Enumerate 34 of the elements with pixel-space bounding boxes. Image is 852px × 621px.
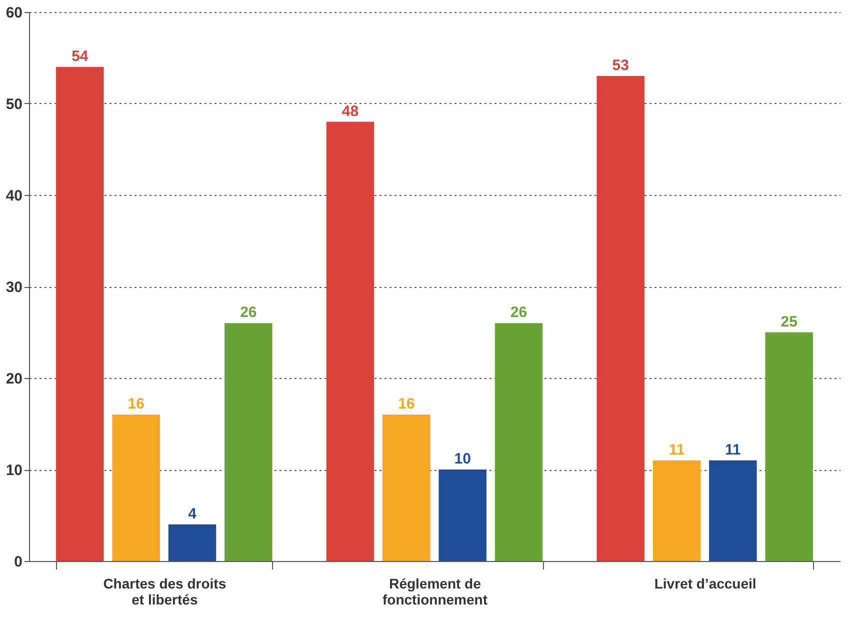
bar: [765, 332, 813, 561]
y-tick-label: 60: [6, 4, 22, 22]
data-label: 11: [724, 441, 741, 458]
x-tick-label: Réglement de fonctionnement: [382, 576, 488, 608]
y-tick-label: 10: [6, 462, 22, 479]
y-tick-label: 30: [6, 279, 22, 296]
data-label: 4: [188, 505, 198, 522]
y-tick-label: 20: [6, 370, 22, 388]
bar: [326, 122, 374, 561]
x-tick-label: Chartes des droits et libertés: [103, 576, 226, 608]
bar: [56, 66, 104, 561]
y-tick-label: 0: [14, 554, 22, 570]
bar: [438, 470, 486, 561]
y-tick-label: 50: [6, 96, 22, 113]
bar: [112, 414, 160, 561]
data-label: 25: [780, 313, 798, 330]
data-label: 26: [240, 304, 257, 322]
bar: [596, 76, 644, 561]
bar: [382, 414, 430, 561]
data-label: 11: [668, 441, 685, 458]
bar: [709, 460, 757, 561]
data-label: 26: [510, 304, 528, 322]
data-label: 48: [342, 102, 359, 120]
y-tick-label: 40: [6, 188, 22, 204]
data-label: 16: [398, 396, 415, 413]
bar: [494, 323, 543, 561]
bar: [652, 460, 701, 561]
data-label: 16: [128, 396, 144, 413]
data-label: 10: [454, 450, 471, 468]
bar: [224, 323, 272, 561]
data-label: 53: [612, 57, 629, 74]
x-tick-label: Livret d’accueil: [654, 576, 756, 592]
bar: [168, 524, 216, 561]
data-label: 54: [72, 48, 89, 65]
